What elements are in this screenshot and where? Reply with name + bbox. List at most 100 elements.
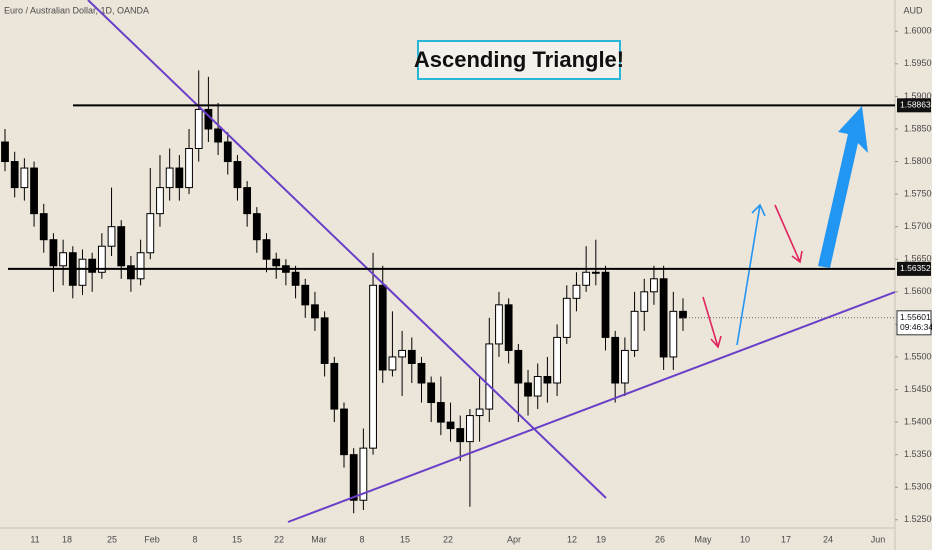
candle-body	[233, 161, 242, 189]
candle-body	[601, 271, 610, 338]
candle-body	[59, 252, 68, 267]
candle-body	[388, 356, 397, 371]
candle-body	[175, 167, 184, 189]
y-tick-label: 1.58000	[904, 156, 932, 166]
candle-body	[39, 213, 48, 241]
level-label: 1.56352	[900, 263, 931, 273]
x-tick-label: 15	[400, 534, 410, 544]
candle-body	[475, 408, 484, 417]
candle-body	[359, 447, 368, 501]
arrow-down	[774, 204, 803, 264]
candle-body	[524, 382, 532, 397]
candle-body	[407, 349, 416, 364]
candles	[1, 70, 687, 514]
candle-body	[301, 284, 310, 306]
y-tick-label: 1.57500	[904, 188, 932, 198]
candle-body	[223, 141, 232, 163]
candle-body	[252, 213, 261, 241]
candle-body	[562, 297, 571, 338]
descending-trendline	[87, 0, 607, 499]
y-tick-label: 1.54000	[904, 416, 932, 426]
candle-body	[369, 284, 377, 449]
candle-body	[127, 265, 135, 280]
currency-label: AUD	[903, 5, 923, 15]
candle-body	[591, 271, 600, 274]
annotation-box	[417, 40, 621, 80]
candle-body	[262, 239, 271, 260]
x-tick-label: 15	[232, 534, 242, 544]
candle-body	[582, 271, 591, 286]
x-tick-label: Mar	[311, 534, 327, 544]
x-tick-label: 25	[107, 534, 117, 544]
candle-body	[10, 161, 19, 189]
arrows	[702, 203, 803, 349]
x-tick-label: 11	[30, 534, 39, 544]
x-tick-label: Feb	[144, 534, 160, 544]
candle-body	[378, 284, 387, 371]
candle-body	[20, 167, 29, 189]
candle-body	[291, 271, 300, 286]
y-tick-label: 1.56000	[904, 286, 932, 296]
candle-body	[417, 362, 426, 384]
candle-body	[340, 408, 348, 456]
candle-body	[553, 336, 561, 384]
candle-body	[214, 128, 222, 143]
candle-body	[659, 278, 668, 358]
candle-body	[514, 349, 523, 384]
candle-body	[146, 213, 155, 254]
level-label: 1.58863	[900, 100, 931, 110]
x-tick-label: 22	[443, 534, 453, 544]
candle-body	[88, 258, 97, 273]
x-tick-label: 10	[740, 534, 750, 544]
candle-body	[185, 148, 193, 189]
y-tick-label: 1.56500	[904, 254, 932, 264]
candle-body	[485, 343, 494, 410]
candle-body	[427, 382, 436, 404]
candle-body	[398, 349, 407, 358]
candle-body	[107, 226, 116, 247]
x-tick-label: 24	[823, 534, 833, 544]
candle-body	[1, 141, 9, 163]
candle-body	[136, 252, 145, 280]
candle-body	[97, 245, 106, 273]
candle-body	[650, 278, 658, 293]
candle-body	[311, 304, 319, 319]
candle-body	[243, 187, 252, 215]
candle-body	[78, 258, 87, 286]
candle-body	[630, 310, 639, 351]
level-label-box	[897, 98, 931, 113]
x-tick-label: 19	[596, 534, 606, 544]
candle-body	[679, 310, 687, 319]
last-price-label: 1.55601	[900, 312, 931, 322]
candle-body	[165, 167, 174, 189]
arrow-down	[702, 296, 722, 349]
x-tick-label: 8	[192, 534, 197, 544]
candle-body	[436, 402, 445, 423]
y-tick-label: 1.57000	[904, 221, 932, 231]
candle-body	[320, 317, 329, 364]
candle-body	[669, 310, 678, 358]
y-tick-label: 1.58500	[904, 123, 932, 133]
x-tick-label: 18	[62, 534, 72, 544]
x-tick-label: 26	[655, 534, 665, 544]
candle-body	[456, 428, 465, 443]
candle-body	[611, 336, 620, 384]
x-tick-label: 8	[359, 534, 364, 544]
y-tick-label: 1.59000	[904, 91, 932, 101]
last-price-box	[896, 310, 932, 336]
candle-body	[156, 187, 164, 215]
symbol-title: Euro / Australian Dollar, 1D, OANDA	[4, 5, 149, 15]
y-tick-label: 1.53000	[904, 482, 932, 492]
y-tick-label: 1.53500	[904, 449, 932, 459]
candle-body	[330, 362, 339, 410]
candle-body	[194, 108, 203, 150]
candle-body	[117, 226, 126, 267]
x-tick-label: May	[694, 534, 712, 544]
arrow-up	[736, 203, 766, 346]
y-tick-label: 1.54500	[904, 384, 932, 394]
candle-body	[49, 239, 58, 267]
candle-body	[349, 454, 358, 501]
